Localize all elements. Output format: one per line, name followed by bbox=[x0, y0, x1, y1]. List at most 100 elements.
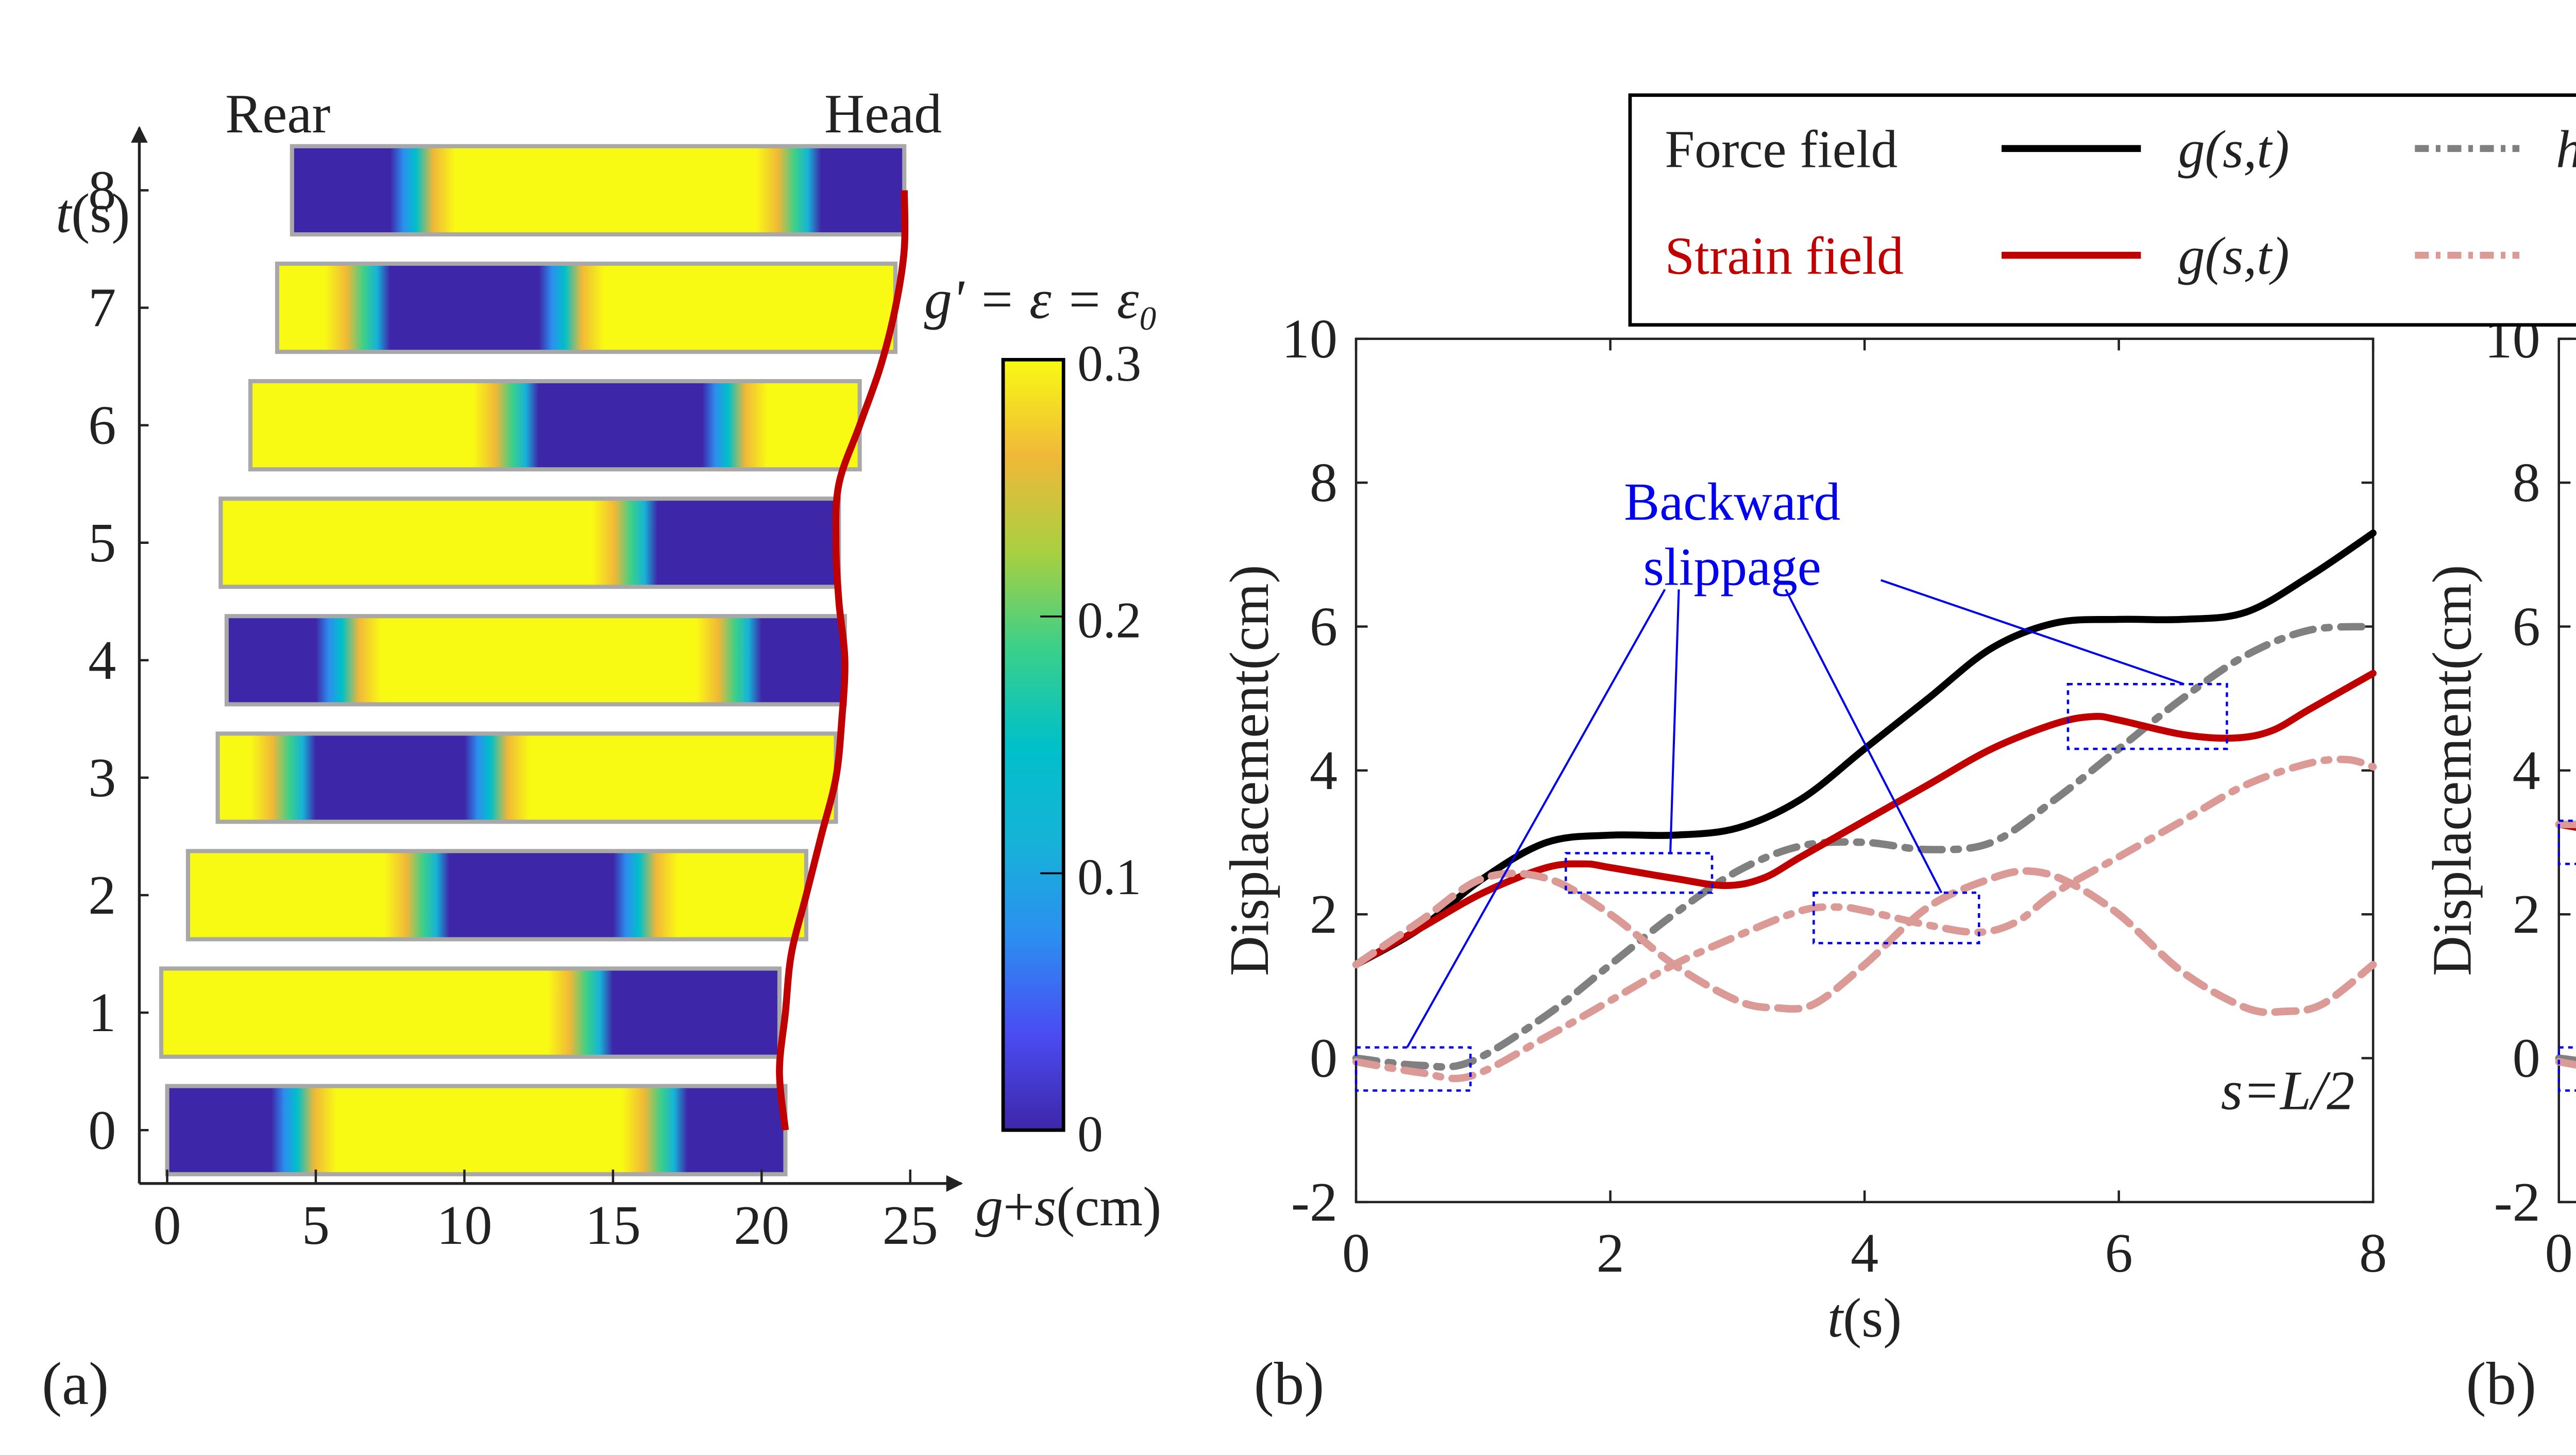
x-tick-label: 0 bbox=[1342, 1223, 1370, 1284]
worm-body-segment bbox=[165, 1084, 788, 1176]
position-annotation: s=L/2 bbox=[2221, 1060, 2354, 1122]
colorbar-ticks: 0 0.1 0.2 0.3 bbox=[1040, 336, 1141, 1162]
x-tick-label-a: 20 bbox=[734, 1195, 789, 1256]
series-line-strain-field-s-t-ds bbox=[1352, 867, 2377, 1016]
head-trajectory-curve bbox=[776, 190, 909, 1131]
legend: Force fieldg(s,t)h(s,t)-s∫ε₀(s,t)dsStrai… bbox=[1628, 93, 2576, 327]
x-tick-label-a: 5 bbox=[302, 1195, 330, 1256]
series-line-strain-field-g-s-t- bbox=[2555, 820, 2576, 831]
backward-label-line1: Backward bbox=[1624, 473, 1840, 532]
x-axis-title: t(s) bbox=[1827, 1288, 1902, 1349]
annotation-leader-line bbox=[1406, 589, 1666, 1048]
worm-bodies bbox=[159, 144, 907, 1176]
y-tick-label: 2 bbox=[2513, 884, 2540, 945]
legend-row-label: Force field bbox=[1665, 120, 1898, 179]
y-axis-title-a: t(s) bbox=[56, 183, 130, 245]
panel-a-ticks: 0 1 2 3 4 5 6 7 8 0 5 10 15 20 25 bbox=[88, 160, 938, 1256]
panel-c-displacement-end: -2024681002468t(s)Displacement(cm)s=LBac… bbox=[2421, 309, 2576, 1284]
y-tick-label: 0 bbox=[2513, 1028, 2540, 1089]
x-tick-label: 6 bbox=[2105, 1223, 2133, 1284]
backward-label-line2: slippage bbox=[1643, 538, 1821, 596]
worm-body bbox=[248, 379, 862, 472]
head-label: Head bbox=[824, 83, 942, 145]
y-axis-title: Displacement(cm) bbox=[1219, 565, 1280, 977]
y-tick-label-a: 5 bbox=[88, 512, 116, 574]
x-tick-label-a: 25 bbox=[883, 1195, 938, 1256]
x-axis-title-a: g+s(cm) bbox=[975, 1176, 1161, 1238]
legend-entry-label: g(s,t) bbox=[2178, 227, 2290, 286]
series-line-strain-field-g-s-t- bbox=[1352, 670, 2377, 968]
y-tick-label-a: 7 bbox=[88, 278, 116, 339]
worm-body-segment bbox=[185, 849, 808, 942]
worm-body bbox=[159, 966, 782, 1059]
worm-body-segment bbox=[215, 731, 838, 824]
y-tick-label: -2 bbox=[2494, 1172, 2540, 1233]
colorbar-tick-label: 0.2 bbox=[1077, 593, 1141, 649]
y-tick-label: 4 bbox=[1310, 740, 1337, 801]
worm-body bbox=[275, 261, 897, 354]
panel-label-b: (b) bbox=[1254, 1351, 1325, 1417]
y-tick-label: 4 bbox=[2513, 740, 2540, 801]
worm-body-segment bbox=[248, 379, 862, 472]
x-tick-label: 0 bbox=[2545, 1223, 2573, 1284]
legend-entry-label: h(s,t)-s bbox=[2556, 120, 2576, 179]
colorbar-tick-label: 0 bbox=[1077, 1106, 1103, 1162]
y-axis-title: Displacement(cm) bbox=[2421, 565, 2483, 977]
annotation-leader-line bbox=[1880, 579, 2184, 686]
worm-body-segment bbox=[218, 497, 841, 589]
x-tick-label-a: 10 bbox=[436, 1195, 492, 1256]
y-tick-label: -2 bbox=[1291, 1172, 1337, 1233]
y-tick-label-a: 2 bbox=[88, 865, 116, 926]
x-tick-label: 2 bbox=[1597, 1223, 1624, 1284]
series-line-force-field-h-s-t-s bbox=[2555, 1054, 2576, 1065]
y-tick-label: 10 bbox=[1282, 309, 1337, 370]
annotation-leader-line bbox=[1669, 589, 1680, 853]
y-tick-label-a: 0 bbox=[88, 1100, 116, 1161]
legend-entry-label: g(s,t) bbox=[2178, 120, 2290, 179]
panel-a-worm-snapshots: 0 1 2 3 4 5 6 7 8 0 5 10 15 20 25 t(s) Rear Head g' = … bbox=[42, 83, 1161, 1417]
panel-a-axes bbox=[131, 126, 963, 1192]
y-tick-label-a: 4 bbox=[88, 630, 116, 691]
x-tick-label-a: 0 bbox=[153, 1195, 181, 1256]
panel-label-c: (b) bbox=[2466, 1351, 2536, 1417]
worm-body bbox=[185, 849, 808, 942]
worm-body-segment bbox=[275, 261, 897, 354]
colorbar-tick-label: 0.1 bbox=[1077, 849, 1141, 905]
annotation-leader-line bbox=[1785, 589, 1943, 894]
colorbar: 0 0.1 0.2 0.3 bbox=[1001, 336, 1141, 1162]
panel-label-a: (a) bbox=[42, 1351, 109, 1417]
slippage-highlight-box bbox=[1354, 1046, 1472, 1092]
y-tick-label: 8 bbox=[1310, 452, 1337, 513]
x-tick-label: 8 bbox=[2359, 1223, 2387, 1284]
x-tick-label-a: 15 bbox=[585, 1195, 641, 1256]
legend-row-label: Strain field bbox=[1665, 227, 1904, 286]
worm-body bbox=[224, 614, 847, 707]
series-line-strain-field-g-t- bbox=[2555, 1058, 2576, 1069]
worm-body-segment bbox=[159, 966, 782, 1059]
x-tick-label: 4 bbox=[1851, 1223, 1878, 1284]
y-tick-label: 0 bbox=[1310, 1028, 1337, 1089]
legend-box bbox=[1628, 93, 2576, 327]
worm-body bbox=[218, 497, 841, 589]
y-tick-label-a: 1 bbox=[88, 982, 116, 1043]
series-line-force-field-g-s-t- bbox=[2555, 820, 2576, 829]
colorbar-tick-label: 0.3 bbox=[1077, 336, 1141, 392]
y-tick-label-a: 6 bbox=[88, 395, 116, 456]
y-tick-label: 8 bbox=[2513, 452, 2540, 513]
y-tick-label: 2 bbox=[1310, 884, 1337, 945]
curve-label: g' = ε = ε₀ bbox=[924, 269, 1158, 330]
y-tick-label: 6 bbox=[2513, 596, 2540, 658]
series-line-force-field-h-s-t-s bbox=[1352, 623, 2377, 1071]
worm-body-segment bbox=[224, 614, 847, 707]
slippage-highlight-box bbox=[1812, 892, 1980, 945]
colorbar-gradient bbox=[1001, 357, 1065, 1132]
worm-body-segment bbox=[290, 144, 907, 237]
series-line-force-field-g-s-t- bbox=[1352, 529, 2377, 968]
worm-body bbox=[215, 731, 838, 824]
y-tick-label: 6 bbox=[1310, 596, 1337, 658]
rear-label: Rear bbox=[225, 83, 330, 145]
series-line-strain-field-g-t- bbox=[1352, 756, 2377, 1083]
